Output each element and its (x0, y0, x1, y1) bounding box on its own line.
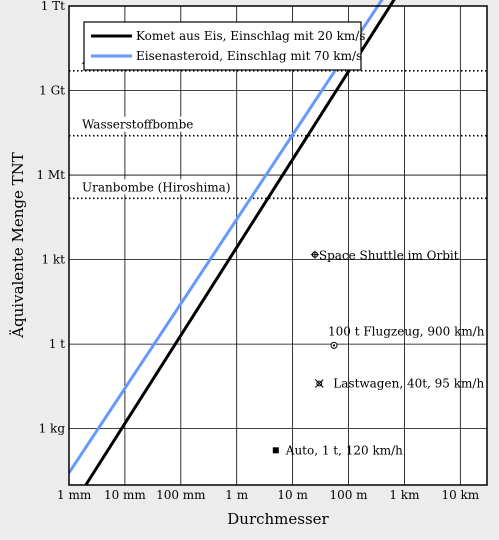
marker-circle-dot (332, 344, 336, 347)
series-line-comet (84, 0, 396, 486)
x-tick-label: 100 m (329, 488, 368, 502)
series-line-iron-asteroid (67, 0, 384, 474)
x-tick-label: 10 km (441, 488, 479, 502)
x-tick-label: 1 mm (57, 488, 92, 502)
point-label: Lastwagen, 40t, 95 km/h (333, 377, 484, 391)
grid (68, 5, 487, 485)
point-label: 100 t Flugzeug, 900 km/h (328, 324, 485, 338)
marker-square-icon (272, 447, 279, 454)
reference-label: Uranbombe (Hiroshima) (82, 180, 231, 194)
y-axis-label: Äquivalente Menge TNT (9, 152, 27, 339)
point-label: Auto, 1 t, 120 km/h (285, 443, 403, 457)
series (67, 0, 396, 486)
points: Space Shuttle im Orbit 100 t Flugzeug, 90… (272, 249, 485, 457)
x-tick-label: 10 mm (104, 488, 146, 502)
plot-area (69, 6, 487, 485)
point-plus: Space Shuttle im Orbit (310, 249, 459, 263)
y-tick-label: 1 Gt (39, 84, 65, 98)
x-tick-label: 100 mm (156, 488, 206, 502)
marker-star-cross (314, 379, 324, 388)
x-axis-label: Durchmesser (227, 510, 329, 528)
ticks: 1 mm 10 mm 100 mm 1 m 10 m 100 m 1 km 10 km 1 kg… (36, 0, 479, 502)
plot-frame (68, 5, 488, 486)
y-tick-label: 1 kt (41, 253, 65, 267)
y-tick-label: 1 kg (39, 422, 66, 436)
legend-label-comet: Komet aus Eis, Einschlag mit 20 km/s (136, 29, 365, 43)
y-tick-label: 1 t (49, 337, 65, 351)
point-star: Lastwagen, 40t, 95 km/h (314, 377, 484, 391)
reference-label: Wasserstoffbombe (82, 118, 193, 132)
point-square: Auto, 1 t, 120 km/h (272, 443, 403, 457)
legend-box (83, 21, 362, 71)
x-tick-label: 1 km (389, 488, 420, 502)
legend: Komet aus Eis, Einschlag mit 20 km/s Eis… (83, 21, 365, 71)
x-tick-label: 10 m (277, 488, 308, 502)
reference-label-bg (80, 116, 196, 132)
x-tick-label: 1 m (225, 488, 248, 502)
y-tick-label: 1 Mt (36, 168, 65, 182)
point-label: Space Shuttle im Orbit (319, 249, 459, 263)
marker-plus-cross (310, 250, 319, 259)
legend-label-iron-asteroid: Eisenasteroid, Einschlag mit 70 km/s (136, 49, 362, 63)
point-circle-dot: 100 t Flugzeug, 900 km/h (328, 324, 485, 349)
y-tick-label: 1 Tt (41, 0, 65, 13)
reference-label-bg (80, 179, 232, 195)
